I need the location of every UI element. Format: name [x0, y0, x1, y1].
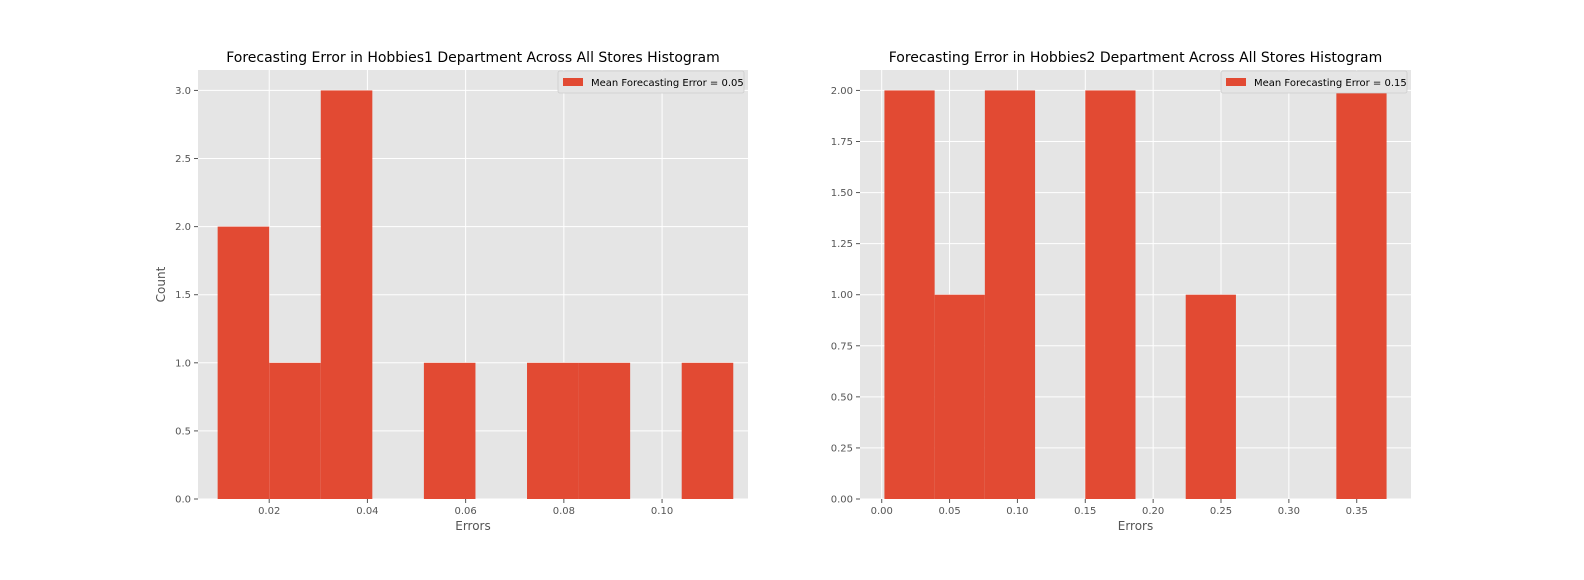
y-tick-label: 0.75 [831, 341, 853, 352]
histogram-bar [1085, 90, 1136, 499]
histogram-bar [681, 362, 734, 499]
x-tick-label: 0.15 [1074, 506, 1096, 517]
x-tick-label: 0.06 [455, 506, 477, 517]
x-tick-label: 0.05 [938, 506, 960, 517]
chart-title: Forecasting Error in Hobbies2 Department… [889, 50, 1383, 66]
legend: Mean Forecasting Error = 0.15 [1220, 70, 1408, 94]
x-tick-label: 0.30 [1278, 506, 1300, 517]
y-tick-label: 1.25 [831, 239, 853, 250]
x-axis-label: Errors [455, 519, 491, 533]
y-tick-label: 1.5 [175, 290, 191, 301]
histogram-bar [320, 90, 373, 499]
histogram-bar [884, 90, 935, 499]
histogram-panel-1: 0.0 0.5 1.0 1.5 2.0 2.5 3.0 0.02 0.04 0.06 0.08 0.1… [154, 50, 748, 533]
y-tick-label: 1.00 [831, 290, 853, 301]
x-tick-label: 0.00 [871, 506, 893, 517]
histogram-bar [217, 226, 270, 499]
y-tick-label: 3.0 [175, 86, 191, 97]
x-tick-label: 0.35 [1346, 506, 1368, 517]
histogram-bar [269, 362, 321, 499]
y-tick-label: 1.50 [831, 188, 853, 199]
legend-label: Mean Forecasting Error = 0.15 [1254, 78, 1407, 89]
legend: Mean Forecasting Error = 0.05 [557, 70, 745, 94]
chart-title: Forecasting Error in Hobbies1 Department… [226, 50, 720, 66]
histogram-bar [1185, 294, 1236, 499]
legend-swatch [563, 78, 583, 86]
histogram-bar [423, 362, 476, 499]
x-tick-label: 0.10 [651, 506, 673, 517]
histogram-panel-2: 0.00 0.25 0.50 0.75 1.00 1.25 1.50 1.75 2.00 0.00… [831, 50, 1411, 533]
x-tick-label: 0.04 [356, 506, 378, 517]
x-tick-label: 0.02 [258, 506, 280, 517]
legend-swatch [1226, 78, 1246, 86]
y-tick-label: 0.00 [831, 495, 853, 506]
histogram-bar [934, 294, 985, 499]
y-tick-label: 2.0 [175, 222, 191, 233]
y-tick-label: 2.5 [175, 154, 191, 165]
histogram-bar [527, 362, 579, 499]
y-tick-label: 2.00 [831, 86, 853, 97]
x-tick-label: 0.25 [1210, 506, 1232, 517]
x-tick-label: 0.10 [1006, 506, 1028, 517]
y-tick-label: 0.25 [831, 443, 853, 454]
histogram-bar [984, 90, 1036, 499]
y-tick-label: 1.0 [175, 358, 191, 369]
legend-box [1220, 70, 1408, 94]
x-tick-label: 0.08 [553, 506, 575, 517]
x-tick-label: 0.20 [1142, 506, 1164, 517]
y-tick-label: 0.5 [175, 426, 191, 437]
y-axis-label: Count [154, 266, 168, 302]
x-axis-label: Errors [1118, 519, 1154, 533]
y-tick-label: 0.0 [175, 495, 191, 506]
histogram-bar [1336, 90, 1387, 499]
y-tick-label: 1.75 [831, 137, 853, 148]
y-tick-label: 0.50 [831, 392, 853, 403]
legend-label: Mean Forecasting Error = 0.05 [591, 78, 744, 89]
histogram-bar [578, 362, 631, 499]
legend-box [557, 70, 745, 94]
